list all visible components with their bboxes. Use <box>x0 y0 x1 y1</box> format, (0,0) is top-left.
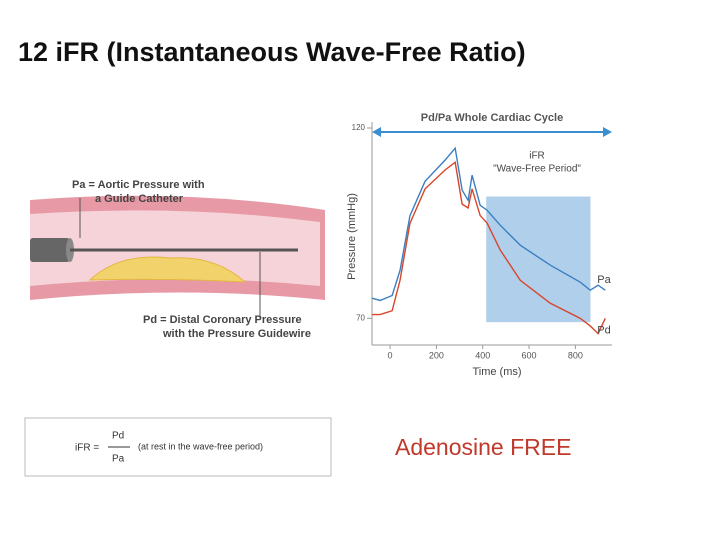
slide-title: 12 iFR (Instantaneous Wave-Free Ratio) <box>18 37 526 67</box>
series-label: Pd <box>597 324 610 336</box>
x-tick-label: 600 <box>522 350 537 360</box>
pd-label: Pd = Distal Coronary Pressure <box>143 314 302 326</box>
pd-label: with the Pressure Guidewire <box>162 328 311 340</box>
y-axis-label: Pressure (mmHg) <box>346 193 358 280</box>
x-axis-label: Time (ms) <box>472 366 521 378</box>
formula-denominator: Pa <box>112 454 125 465</box>
pa-label: Pa = Aortic Pressure with <box>72 179 205 191</box>
formula-box <box>24 417 332 477</box>
footer-text: Adenosine FREE <box>395 434 571 460</box>
wave-free-period <box>486 196 591 323</box>
chart-title: Pd/Pa Whole Cardiac Cycle <box>421 112 563 124</box>
pa-label: a Guide Catheter <box>95 193 184 205</box>
chart: Pd/Pa Whole Cardiac Cycle iFR "Wave-Free P… <box>346 112 612 378</box>
y-tick-label: 70 <box>356 313 365 322</box>
annotation: "Wave-Free Period" <box>493 164 581 175</box>
pressure-line <box>372 160 606 335</box>
x-tick-label: 400 <box>475 350 490 360</box>
y-tick-label: 120 <box>352 123 366 132</box>
x-tick-label: 0 <box>388 350 393 360</box>
formula-lhs: iFR = <box>75 443 99 454</box>
formula-numerator: Pd <box>112 431 124 442</box>
pressure-line <box>371 146 606 302</box>
formula-note: (at rest in the wave-free period) <box>138 441 263 451</box>
series-label: Pa <box>597 274 611 286</box>
vessel-illustration: Pa = Aortic Pressure with a Guide Cathet… <box>30 179 325 340</box>
annotation: iFR <box>529 151 545 162</box>
x-tick-label: 200 <box>429 350 444 360</box>
x-tick-label: 800 <box>568 350 583 360</box>
